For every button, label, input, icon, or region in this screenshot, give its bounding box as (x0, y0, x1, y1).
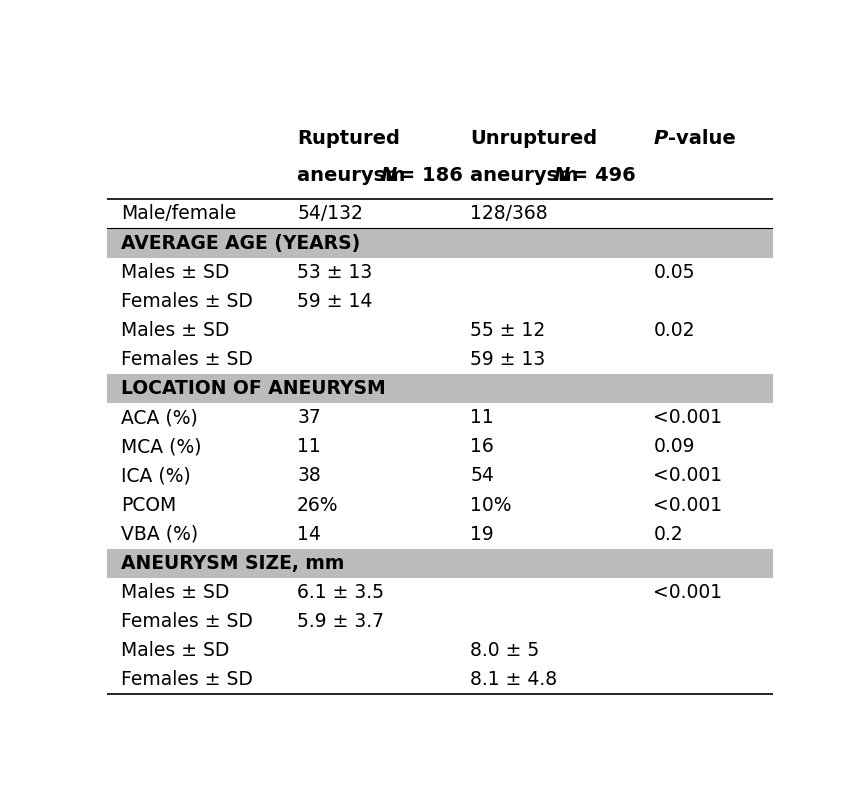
Text: N: N (553, 166, 570, 186)
Text: Females ± SD: Females ± SD (120, 350, 253, 369)
Text: Male/female: Male/female (120, 204, 236, 224)
Text: 11: 11 (470, 408, 494, 427)
Text: Males ± SD: Males ± SD (120, 262, 229, 282)
Text: 55 ± 12: 55 ± 12 (470, 321, 545, 340)
Text: ICA (%): ICA (%) (120, 466, 191, 486)
Text: 38: 38 (297, 466, 321, 486)
Text: 16: 16 (470, 437, 494, 457)
Text: 59 ± 14: 59 ± 14 (297, 292, 373, 311)
Text: PCOM: PCOM (120, 495, 176, 515)
Text: 53 ± 13: 53 ± 13 (297, 262, 372, 282)
Text: ANEURYSM SIZE, mm: ANEURYSM SIZE, mm (120, 554, 344, 573)
Text: 19: 19 (470, 525, 494, 544)
Text: P: P (653, 129, 667, 148)
Text: Unruptured: Unruptured (470, 129, 597, 148)
Bar (107, 549, 773, 578)
Text: 0.09: 0.09 (653, 437, 695, 457)
Text: N: N (381, 166, 397, 186)
Text: <0.001: <0.001 (653, 495, 722, 515)
Text: 54: 54 (470, 466, 494, 486)
Text: Females ± SD: Females ± SD (120, 671, 253, 689)
Bar (107, 228, 773, 257)
Text: 59 ± 13: 59 ± 13 (470, 350, 545, 369)
Text: Ruptured: Ruptured (297, 129, 400, 148)
Text: 8.1 ± 4.8: 8.1 ± 4.8 (470, 671, 557, 689)
Text: 0.05: 0.05 (653, 262, 695, 282)
Text: -value: -value (668, 129, 735, 148)
Text: 26%: 26% (297, 495, 338, 515)
Text: 6.1 ± 3.5: 6.1 ± 3.5 (297, 583, 384, 602)
Bar (107, 374, 773, 404)
Text: aneurysm: aneurysm (470, 166, 585, 186)
Text: MCA (%): MCA (%) (120, 437, 201, 457)
Text: 5.9 ± 3.7: 5.9 ± 3.7 (297, 612, 384, 631)
Text: 11: 11 (297, 437, 321, 457)
Text: Females ± SD: Females ± SD (120, 612, 253, 631)
Text: Females ± SD: Females ± SD (120, 292, 253, 311)
Text: 8.0 ± 5: 8.0 ± 5 (470, 642, 539, 660)
Text: 0.2: 0.2 (653, 525, 683, 544)
Text: ACA (%): ACA (%) (120, 408, 198, 427)
Text: LOCATION OF ANEURYSM: LOCATION OF ANEURYSM (120, 379, 386, 398)
Text: 128/368: 128/368 (470, 204, 548, 224)
Text: Males ± SD: Males ± SD (120, 321, 229, 340)
Text: <0.001: <0.001 (653, 408, 722, 427)
Text: Males ± SD: Males ± SD (120, 642, 229, 660)
Text: = 186: = 186 (393, 166, 463, 186)
Text: 54/132: 54/132 (297, 204, 363, 224)
Text: <0.001: <0.001 (653, 583, 722, 602)
Text: aneurysm: aneurysm (297, 166, 412, 186)
Text: Males ± SD: Males ± SD (120, 583, 229, 602)
Text: 0.02: 0.02 (653, 321, 695, 340)
Text: VBA (%): VBA (%) (120, 525, 198, 544)
Text: 37: 37 (297, 408, 321, 427)
Text: 10%: 10% (470, 495, 512, 515)
Text: <0.001: <0.001 (653, 466, 722, 486)
Text: 14: 14 (297, 525, 321, 544)
Text: = 496: = 496 (565, 166, 637, 186)
Text: AVERAGE AGE (YEARS): AVERAGE AGE (YEARS) (120, 233, 360, 253)
